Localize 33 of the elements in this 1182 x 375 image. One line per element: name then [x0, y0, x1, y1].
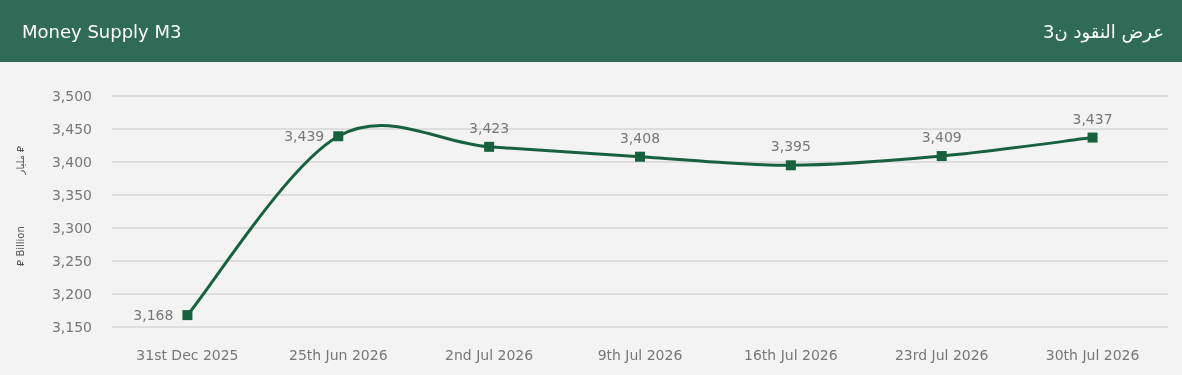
x-tick-label: 2nd Jul 2026: [445, 347, 534, 363]
point: [1087, 132, 1098, 143]
point: [635, 151, 645, 162]
point: [333, 131, 344, 142]
text: مليار ⃁: [15, 145, 26, 176]
x-tick-label: 9th Jul 2026: [597, 347, 683, 363]
point: [936, 151, 947, 162]
data-label: 3,423: [469, 119, 510, 136]
point: [484, 141, 495, 152]
x-tick-label: 31st Dec 2025: [136, 347, 239, 363]
chart-subtitle: عرض النقود ن3: [1043, 21, 1164, 43]
y-tick-label: 3,400: [51, 154, 92, 170]
y-tick-label: 3,150: [51, 319, 92, 335]
y-tick-label: 3,250: [51, 253, 92, 269]
chart-title: Money Supply M3: [22, 21, 182, 42]
y-tick-label: 3,300: [51, 220, 92, 236]
data-label: 3,168: [133, 307, 174, 324]
point: [182, 310, 193, 321]
data-label: 3,437: [1072, 110, 1113, 127]
data-label: 3,408: [619, 129, 661, 146]
data-label: 3,395: [770, 138, 811, 155]
y-tick-label: 3,350: [51, 187, 92, 203]
y-axis-title: ⃁ Billion: [15, 226, 26, 266]
data-label: 3,439: [284, 128, 325, 145]
y-tick-label: 3,500: [51, 88, 92, 104]
data-label: 3,409: [921, 129, 962, 146]
x-tick-label: 30th Jul 2026: [1045, 347, 1140, 363]
x-tick-label: 25th Jun 2026: [288, 347, 388, 363]
y-tick-label: 3,450: [51, 121, 92, 137]
x-tick-label: 16th Jul 2026: [744, 347, 838, 363]
x-tick-label: 23rd Jul 2026: [894, 347, 989, 363]
y-tick-label: 3,200: [51, 286, 92, 302]
point: [785, 160, 796, 171]
